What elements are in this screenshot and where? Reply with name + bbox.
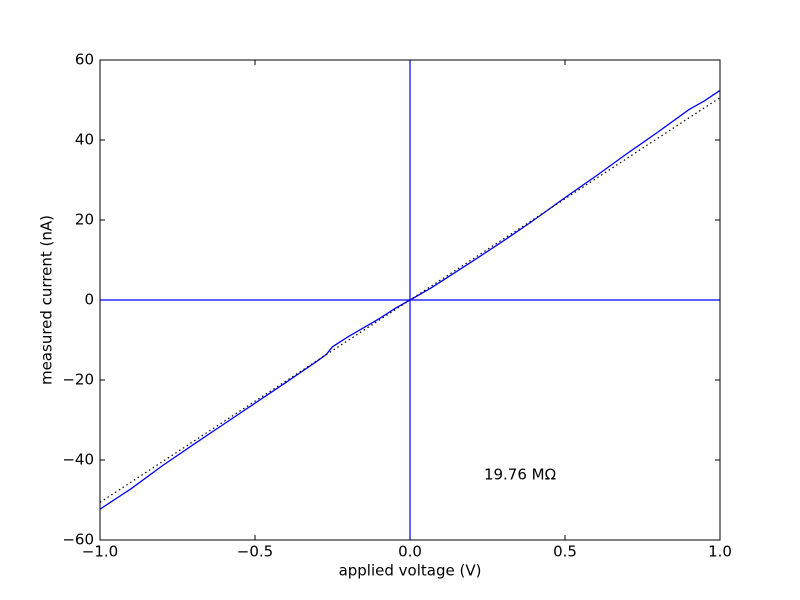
x-tick-label: −1.0 <box>82 543 118 561</box>
y-tick-label: 40 <box>75 131 94 149</box>
x-tick-label: −0.5 <box>237 543 273 561</box>
data-line <box>99 97 721 503</box>
y-tick-label: −20 <box>62 371 94 389</box>
x-tick-label: 1.0 <box>708 543 732 561</box>
x-axis-label: applied voltage (V) <box>339 562 482 580</box>
y-tick-label: 60 <box>75 51 94 69</box>
plot-frame <box>99 59 721 541</box>
x-tick-label: 0.5 <box>553 543 577 561</box>
y-tick-label: −40 <box>62 451 94 469</box>
y-tick-label: 20 <box>75 211 94 229</box>
y-axis-label: measured current (nA) <box>38 215 56 385</box>
x-tick-label: 0.0 <box>398 543 422 561</box>
annotation: 19.76 MΩ <box>484 466 556 484</box>
y-tick-label: −60 <box>62 531 94 549</box>
y-tick-label: 0 <box>84 291 94 309</box>
